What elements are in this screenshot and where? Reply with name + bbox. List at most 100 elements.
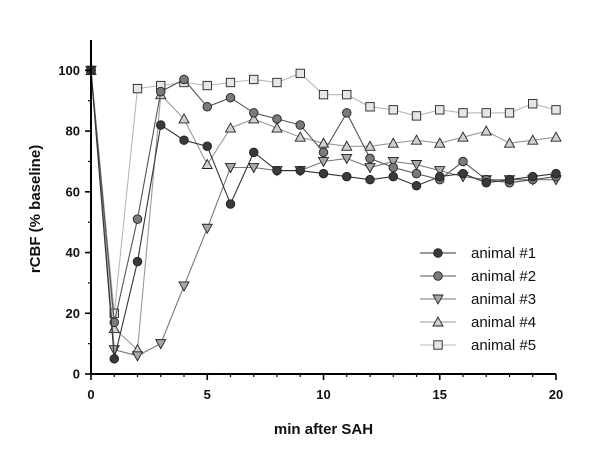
y-tick-label: 20 <box>66 306 80 321</box>
data-point <box>179 135 189 145</box>
data-point <box>410 160 423 171</box>
legend: animal #1 animal #2 animal #3 animal #4 anim… <box>420 245 536 354</box>
data-point <box>528 171 538 182</box>
data-point <box>435 105 445 115</box>
data-point <box>387 137 400 148</box>
data-point <box>411 180 422 191</box>
data-point <box>318 90 329 100</box>
legend-marker <box>432 316 444 327</box>
x-tick-label: 5 <box>204 387 211 402</box>
data-point <box>433 166 446 177</box>
data-point <box>225 199 236 209</box>
data-point <box>387 157 400 168</box>
legend-label: animal #5 <box>471 337 536 354</box>
data-point <box>271 122 283 133</box>
data-point <box>364 163 376 174</box>
data-point <box>526 134 539 145</box>
data-point <box>249 74 259 85</box>
data-point <box>457 131 469 142</box>
data-point <box>342 108 352 118</box>
y-axis-title: rCBF (% baseline) <box>27 145 44 273</box>
data-point <box>342 171 352 182</box>
data-point <box>202 102 212 112</box>
ticks-layer: 0 20 40 60 80 100 0 5 10 15 20 <box>58 63 563 402</box>
series-animal-1 <box>86 65 561 364</box>
data-point <box>272 165 282 176</box>
data-point <box>294 131 307 142</box>
y-tick-label: 60 <box>66 184 80 199</box>
data-point <box>340 140 353 151</box>
data-point <box>247 163 260 174</box>
data-point <box>201 158 214 169</box>
data-point <box>109 354 119 364</box>
data-point <box>528 99 538 109</box>
data-point <box>248 108 259 118</box>
x-tick-label: 15 <box>433 387 447 402</box>
data-point <box>550 131 562 142</box>
x-tick-label: 20 <box>549 387 563 402</box>
data-point <box>132 214 143 224</box>
data-point <box>458 156 468 167</box>
data-point <box>458 108 468 118</box>
data-point <box>365 174 375 185</box>
y-tick-label: 80 <box>66 124 80 139</box>
legend-marker <box>433 248 443 258</box>
data-point <box>202 141 212 152</box>
data-point <box>155 86 166 97</box>
series-animal-2 <box>86 65 561 328</box>
legend-item: animal #5 <box>420 337 536 354</box>
data-point <box>318 168 329 179</box>
legend-item: animal #1 <box>420 245 536 262</box>
data-point <box>551 105 561 115</box>
data-point <box>132 256 143 267</box>
y-tick-label: 40 <box>66 245 80 260</box>
data-point <box>318 147 329 158</box>
data-point <box>154 339 167 350</box>
data-point <box>224 163 237 174</box>
data-point <box>247 113 260 124</box>
data-point <box>202 80 212 91</box>
data-point <box>340 153 353 165</box>
legend-item: animal #4 <box>420 314 536 331</box>
data-point <box>388 162 399 173</box>
data-point <box>178 113 190 124</box>
data-point <box>342 90 352 100</box>
data-point <box>365 153 375 164</box>
data-point <box>225 92 236 103</box>
data-point <box>248 147 259 158</box>
data-point <box>317 157 330 168</box>
legend-label: animal #1 <box>471 245 536 262</box>
data-point <box>224 122 237 133</box>
legend-label: animal #3 <box>471 291 536 308</box>
data-point <box>201 223 214 235</box>
legend-marker <box>432 294 444 305</box>
x-tick-label: 0 <box>87 387 94 402</box>
series-animal-5 <box>86 65 561 318</box>
data-point <box>435 171 445 182</box>
data-point <box>295 68 305 79</box>
legend-marker <box>433 340 443 350</box>
data-point <box>295 165 306 176</box>
data-point <box>364 140 376 151</box>
data-point <box>225 77 236 88</box>
data-point <box>109 317 119 328</box>
legend-item: animal #2 <box>420 268 536 285</box>
x-axis-title: min after SAH <box>274 421 373 438</box>
data-point <box>504 174 515 185</box>
data-point <box>458 168 468 179</box>
data-point <box>411 168 422 179</box>
data-point <box>388 105 398 115</box>
data-point <box>272 77 282 88</box>
legend-label: animal #2 <box>471 268 536 285</box>
legend-label: animal #4 <box>471 314 536 331</box>
x-tick-label: 10 <box>316 387 330 402</box>
data-point <box>132 83 143 94</box>
data-point <box>179 74 189 85</box>
data-point <box>503 137 516 148</box>
data-point <box>411 111 422 121</box>
data-point <box>178 281 190 292</box>
data-point <box>410 134 423 145</box>
data-point <box>388 171 399 182</box>
data-point <box>131 351 144 362</box>
